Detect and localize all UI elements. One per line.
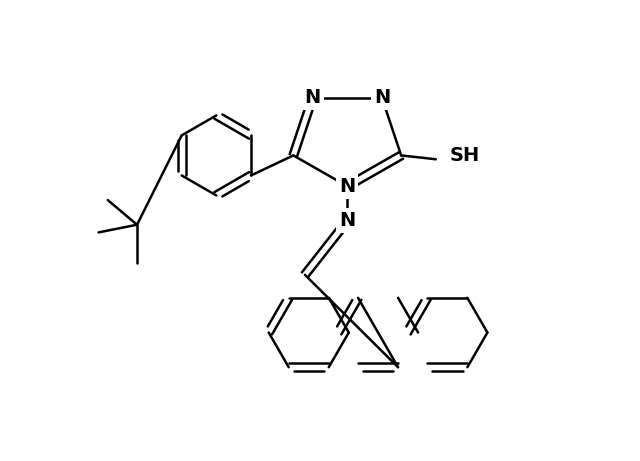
Text: N: N	[339, 177, 355, 196]
Text: N: N	[374, 88, 390, 107]
Text: N: N	[305, 88, 321, 107]
Text: N: N	[339, 212, 355, 230]
Text: SH: SH	[450, 146, 480, 165]
